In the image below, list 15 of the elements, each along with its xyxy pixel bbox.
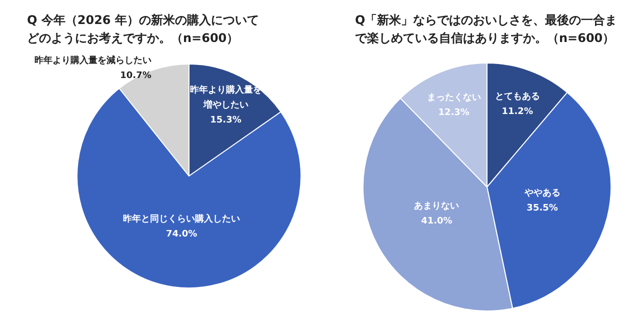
- slice-label: まったくない: [426, 92, 481, 103]
- data-label: 41.0%: [421, 216, 452, 226]
- data-label: 11.2%: [502, 106, 533, 117]
- data-label: 12.3%: [438, 108, 470, 118]
- slice-label: 昨年と同じくらい購入したい: [123, 213, 240, 224]
- slice-label: ややある: [523, 188, 560, 199]
- slice-label: あまりない: [414, 201, 460, 212]
- slice-label: とてもある: [494, 92, 540, 102]
- data-label: 35.5%: [526, 204, 558, 214]
- data-label: 15.3%: [210, 115, 242, 126]
- chart-title: Q「新米」ならではのおいしさを、最後の一合まで楽しめている自信はありますか。（n=600）: [355, 13, 618, 45]
- slice-label: 昨年より購入量を減らしたい: [34, 54, 152, 66]
- data-label: 74.0%: [166, 229, 198, 240]
- data-label: 10.7%: [120, 70, 152, 81]
- chart-title: Q 今年（2026 年）の新米の購入についてどのようにお考えですか。（n=600）: [27, 13, 259, 45]
